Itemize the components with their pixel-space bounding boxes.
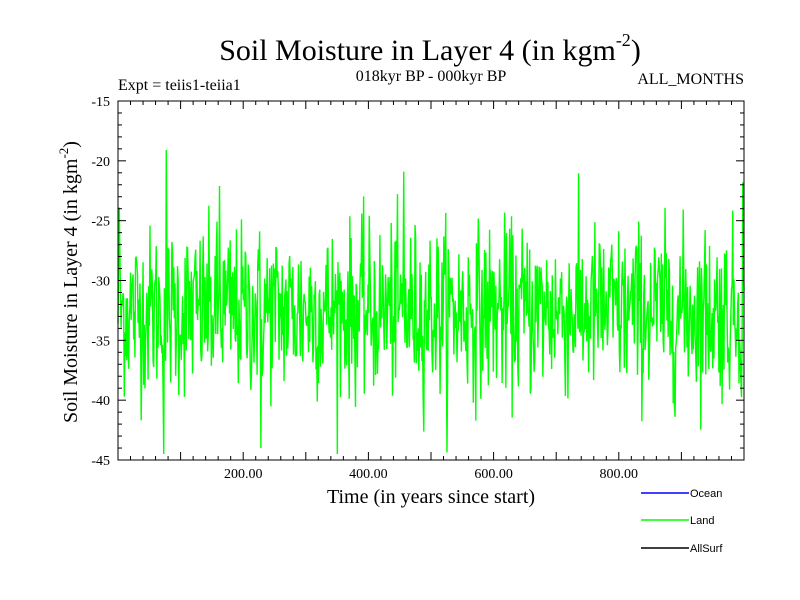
legend-label-ocean: Ocean (690, 488, 722, 500)
y-axis-label-exponent: -2 (56, 148, 71, 159)
ticks-group: 200.00 400.00 600.00 800.00 -15 -20 -25 -30 -35 -… (91, 95, 744, 482)
x-tick-label: 200.00 (224, 467, 263, 482)
chart-title-close: ) (631, 34, 641, 67)
subtitle-right: ALL_MONTHS (637, 71, 744, 88)
y-tick-label: -45 (91, 454, 110, 469)
legend: Ocean Land AllSurf (641, 488, 723, 555)
y-tick-label: -40 (91, 394, 110, 409)
series-line-land (117, 150, 745, 455)
y-axis-label-close: ) (60, 141, 82, 148)
x-tick-label: 400.00 (349, 467, 388, 482)
subtitle-center: 018kyr BP - 000kyr BP (356, 68, 507, 85)
legend-label-land: Land (690, 515, 714, 527)
legend-label-allsurf: AllSurf (690, 543, 723, 555)
x-tick-label: 800.00 (600, 467, 639, 482)
y-tick-label: -15 (91, 95, 110, 110)
y-axis-label: Soil Moisture in Layer 4 (in kgm-2) (56, 141, 82, 423)
y-tick-label: -35 (91, 334, 110, 349)
series-group (117, 150, 745, 455)
chart-title-exponent: -2 (616, 30, 631, 50)
x-axis-label: Time (in years since start) (327, 486, 535, 508)
chart-title: Soil Moisture in Layer 4 (in kgm-2) (219, 30, 641, 67)
y-axis-label-main: Soil Moisture in Layer 4 (in kgm (60, 158, 82, 423)
subtitle-left: Expt = teiis1-teiia1 (118, 77, 241, 94)
y-tick-label: -30 (91, 275, 110, 290)
y-tick-label: -20 (91, 155, 110, 170)
chart-title-main: Soil Moisture in Layer 4 (in kgm (219, 34, 616, 67)
x-tick-label: 600.00 (474, 467, 513, 482)
y-tick-label: -25 (91, 215, 110, 230)
